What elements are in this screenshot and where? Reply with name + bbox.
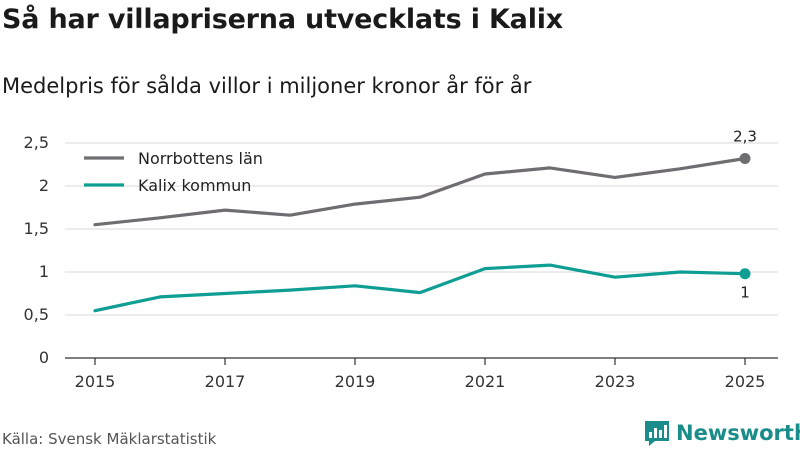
x-tick-label: 2021 xyxy=(465,372,506,391)
x-tick-label: 2017 xyxy=(205,372,246,391)
legend-label: Norrbottens län xyxy=(138,149,263,168)
x-tick-label: 2023 xyxy=(595,372,636,391)
legend-label: Kalix kommun xyxy=(138,176,251,195)
brand-logo: Newsworthy xyxy=(644,419,800,447)
newsworthy-logo-icon xyxy=(645,421,669,446)
y-tick-label: 1,5 xyxy=(24,219,49,238)
series-end-point xyxy=(739,268,751,280)
series-end-label: 2,3 xyxy=(733,127,757,145)
y-tick-label: 0 xyxy=(39,348,49,367)
y-tick-label: 2,5 xyxy=(24,133,49,152)
chart-title: Så har villapriserna utvecklats i Kalix xyxy=(2,4,564,35)
x-tick-label: 2015 xyxy=(75,372,116,391)
y-tick-label: 1 xyxy=(39,262,49,281)
series-line xyxy=(93,156,747,227)
series-end-point xyxy=(739,152,751,164)
series-line xyxy=(93,263,747,313)
y-tick-label: 0,5 xyxy=(24,305,49,324)
series-end-label: 1 xyxy=(740,284,750,302)
brand-name: Newsworthy xyxy=(676,421,800,445)
chart-subtitle: Medelpris för sålda villor i miljoner kr… xyxy=(2,74,532,98)
y-tick-label: 2 xyxy=(39,176,49,195)
source-note: Källa: Svensk Mäklarstatistik xyxy=(2,430,217,448)
x-tick-label: 2019 xyxy=(335,372,376,391)
x-tick-label: 2025 xyxy=(725,372,766,391)
